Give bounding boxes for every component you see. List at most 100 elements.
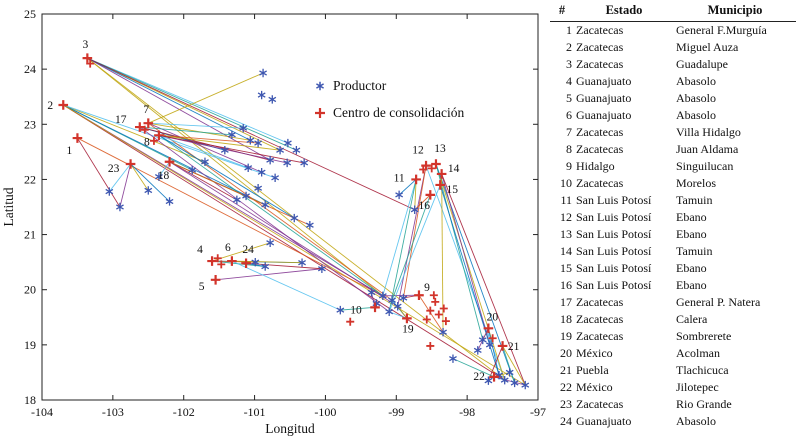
center-number-label: 21 bbox=[508, 341, 520, 353]
producer-marker bbox=[510, 378, 519, 388]
municipio-cell: Tamuin bbox=[676, 244, 713, 258]
consolidation-center-marker bbox=[421, 160, 431, 171]
consolidation-center-marker bbox=[436, 169, 447, 179]
producer-marker bbox=[385, 307, 394, 316]
consolidation-center-marker bbox=[125, 159, 136, 169]
municipio-cell: Ebano bbox=[676, 227, 707, 241]
row-number: 9 bbox=[566, 159, 572, 173]
table-row: 19 Zacatecas Sombrerete bbox=[550, 328, 796, 345]
consolidation-center-marker bbox=[346, 317, 355, 326]
producer-marker bbox=[239, 123, 248, 133]
route-line bbox=[435, 163, 506, 381]
route-line bbox=[435, 163, 484, 341]
consolidation-center-marker bbox=[431, 297, 440, 306]
route-line bbox=[452, 358, 495, 378]
route-line bbox=[63, 104, 266, 206]
table-row: 10 Zacatecas Morelos bbox=[550, 175, 796, 192]
consolidation-center-marker bbox=[227, 256, 237, 266]
municipio-cell: Morelos bbox=[676, 176, 716, 190]
estado-cell: Zacatecas bbox=[576, 57, 624, 71]
route-line bbox=[388, 184, 441, 312]
legend-label-centro: Centro de consolidación bbox=[333, 105, 464, 120]
centers-table-panel: # Estado Municipio 1 Zacatecas General F.Murg… bbox=[550, 2, 796, 430]
center-number-label: 12 bbox=[412, 145, 424, 157]
row-number: 4 bbox=[566, 74, 572, 88]
municipio-cell: General F.Murguía bbox=[676, 23, 767, 37]
center-number-label: 7 bbox=[143, 104, 149, 116]
municipio-cell: Tlachicuca bbox=[676, 363, 729, 377]
estado-cell: Puebla bbox=[576, 363, 609, 377]
center-number-label: 20 bbox=[487, 311, 499, 323]
consolidation-center-marker bbox=[213, 254, 222, 263]
route-line bbox=[87, 57, 251, 141]
y-tick-label: 20 bbox=[24, 283, 36, 297]
consolidation-center-marker bbox=[86, 59, 95, 68]
x-tick-label: -104 bbox=[31, 405, 53, 419]
row-number: 15 bbox=[560, 261, 572, 275]
producer-marker bbox=[242, 191, 250, 201]
table-header-estado: Estado bbox=[574, 2, 674, 22]
route-line bbox=[87, 57, 289, 144]
route-line bbox=[414, 179, 417, 210]
table-row: 1 Zacatecas General F.Murguía bbox=[550, 22, 796, 40]
estado-cell: San Luis Potosí bbox=[576, 244, 652, 258]
row-number: 21 bbox=[560, 363, 572, 377]
estado-cell: Zacatecas bbox=[576, 23, 624, 37]
municipio-cell: Juan Aldama bbox=[676, 142, 739, 156]
consolidation-center-marker bbox=[241, 258, 251, 269]
consolidation-center-marker bbox=[439, 304, 448, 313]
route-line bbox=[119, 163, 132, 208]
producer-marker bbox=[395, 190, 404, 200]
x-tick-label: -98 bbox=[459, 405, 475, 419]
producer-marker bbox=[165, 197, 174, 206]
consolidation-center-marker bbox=[217, 260, 226, 269]
x-tick-label: -100 bbox=[314, 405, 336, 419]
route-line bbox=[63, 104, 505, 381]
consolidation-center-marker bbox=[427, 164, 436, 173]
table-row: 4 Guanajuato Abasolo bbox=[550, 73, 796, 90]
center-number-label: 5 bbox=[199, 281, 205, 293]
route-line bbox=[158, 134, 249, 169]
producer-marker bbox=[266, 155, 275, 165]
estado-cell: México bbox=[576, 346, 613, 360]
y-tick-label: 24 bbox=[24, 62, 36, 76]
axes-box bbox=[41, 13, 539, 401]
center-number-label: 1 bbox=[67, 145, 73, 157]
y-tick-label: 19 bbox=[24, 338, 36, 352]
center-number-label: 8 bbox=[144, 136, 150, 148]
center-number-label: 11 bbox=[394, 172, 405, 184]
consolidation-center-marker bbox=[435, 180, 446, 190]
municipio-cell: General P. Natera bbox=[676, 295, 761, 309]
y-axis-label: Latitud bbox=[1, 187, 16, 226]
table-row: 7 Zacatecas Villa Hidalgo bbox=[550, 124, 796, 141]
municipio-cell: Guadalupe bbox=[676, 57, 728, 71]
table-row: 12 San Luis Potosí Ebano bbox=[550, 209, 796, 226]
estado-cell: Guanajuato bbox=[576, 108, 632, 122]
consolidation-center-marker bbox=[488, 334, 497, 343]
route-line bbox=[158, 134, 295, 219]
row-number: 8 bbox=[566, 142, 572, 156]
estado-cell: Guanajuato bbox=[576, 414, 632, 428]
municipio-cell: Ebano bbox=[676, 278, 707, 292]
row-number: 14 bbox=[560, 244, 572, 258]
producer-marker bbox=[473, 346, 482, 355]
consolidation-center-marker bbox=[164, 156, 175, 167]
center-number-label: 23 bbox=[108, 163, 120, 175]
estado-cell: Zacatecas bbox=[576, 329, 624, 343]
table-row: 20 México Acolman bbox=[550, 345, 796, 362]
row-number: 19 bbox=[560, 329, 572, 343]
municipio-cell: Singuilucan bbox=[676, 159, 734, 173]
producer-marker bbox=[144, 186, 153, 195]
producer-marker bbox=[317, 264, 326, 273]
route-line bbox=[169, 161, 238, 201]
table-row: 11 San Luis Potosí Tamuin bbox=[550, 192, 796, 209]
route-line bbox=[87, 57, 384, 297]
center-number-label: 3 bbox=[82, 39, 88, 51]
route-line bbox=[139, 126, 232, 136]
center-number-label: 18 bbox=[158, 170, 170, 182]
x-tick-label: -102 bbox=[173, 405, 195, 419]
consolidation-center-marker bbox=[414, 290, 424, 301]
producer-marker bbox=[367, 288, 376, 297]
route-line bbox=[391, 194, 431, 301]
producer-marker bbox=[521, 380, 530, 390]
